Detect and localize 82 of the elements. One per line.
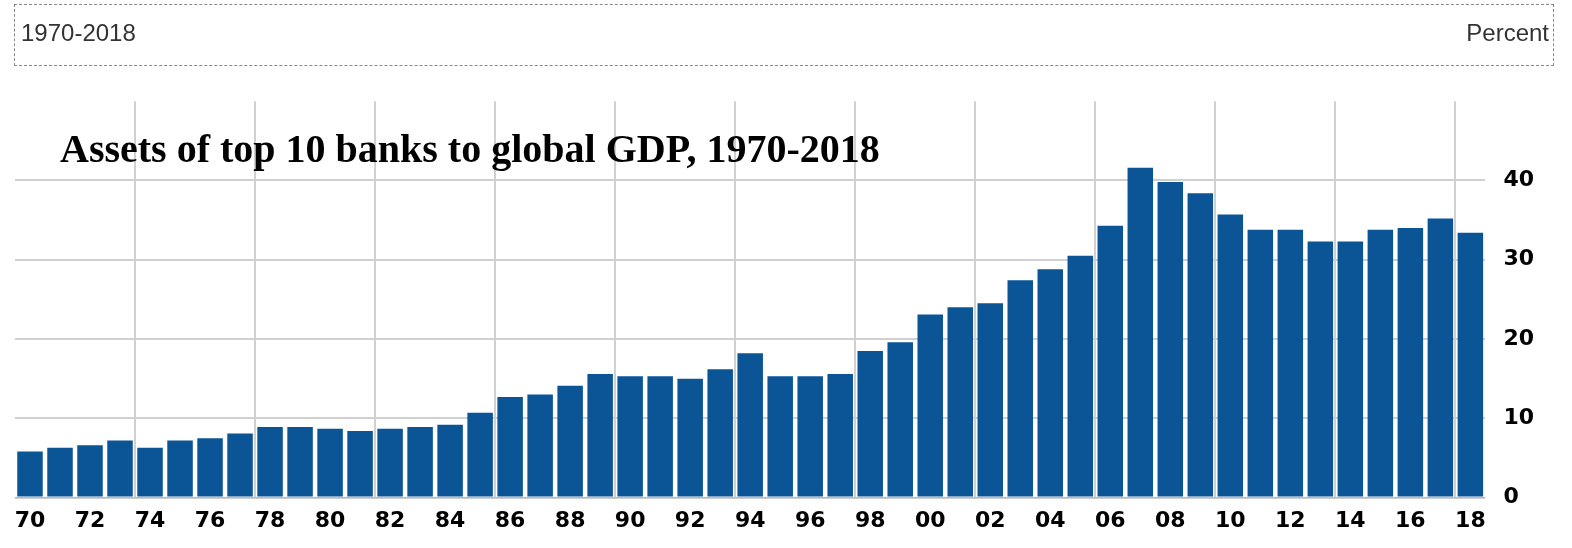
bar	[1097, 225, 1124, 497]
bar	[167, 440, 193, 497]
x-tick-label: 84	[434, 506, 466, 532]
bar	[137, 447, 163, 497]
bar	[977, 303, 1004, 497]
y-tick-label: 0	[1503, 483, 1519, 509]
bar	[467, 412, 493, 497]
x-tick-label: 72	[74, 506, 106, 532]
bar	[347, 431, 373, 497]
x-tick-label: 00	[914, 506, 946, 532]
bar	[47, 447, 73, 497]
bar	[1157, 182, 1184, 497]
bar	[1127, 167, 1154, 497]
bar	[287, 427, 313, 497]
bar	[707, 369, 733, 497]
x-tick-label: 02	[974, 506, 1006, 532]
bar	[587, 373, 613, 497]
bar	[377, 428, 403, 497]
bar	[947, 307, 973, 497]
bar	[1037, 269, 1064, 497]
bar	[257, 427, 283, 497]
x-tick-label: 88	[554, 506, 586, 532]
bar	[1427, 218, 1454, 497]
text: Percent	[1466, 19, 1549, 47]
y-tick-label: 10	[1503, 404, 1535, 430]
bar	[1247, 229, 1274, 497]
bar	[227, 433, 253, 497]
bar	[317, 428, 343, 497]
x-tick-label: 10	[1215, 506, 1246, 532]
x-tick-label: 86	[494, 506, 526, 532]
bar	[827, 373, 853, 497]
x-tick-label: 78	[254, 506, 286, 532]
bar	[527, 394, 553, 497]
bar	[407, 427, 433, 497]
bar	[677, 378, 703, 497]
bar	[737, 353, 763, 497]
x-tick-label: 06	[1094, 506, 1126, 532]
x-tick-label: 90	[614, 506, 646, 532]
bar	[647, 376, 673, 497]
x-tick-label: 94	[734, 506, 766, 532]
x-tick-label: 92	[674, 506, 706, 532]
bar	[1307, 241, 1334, 497]
x-tick-label: 76	[194, 506, 226, 532]
bar	[557, 385, 583, 497]
bar	[1007, 280, 1034, 497]
text: 1970-2018	[21, 19, 136, 47]
y-tick-label: 40	[1503, 166, 1535, 192]
bar	[1217, 214, 1244, 497]
bar	[1367, 229, 1394, 497]
bar	[797, 376, 823, 497]
bar	[1457, 232, 1484, 497]
bar	[617, 376, 643, 497]
x-tick-label: 70	[14, 506, 46, 532]
x-tick-label: 18	[1455, 506, 1486, 532]
x-tick-label: 98	[854, 506, 886, 532]
bar	[917, 314, 943, 497]
x-tick-label: 12	[1275, 506, 1306, 532]
bar	[437, 424, 463, 497]
x-tick-label: 96	[794, 506, 826, 532]
bar	[1277, 229, 1304, 497]
bar	[1187, 193, 1214, 497]
bar	[1067, 255, 1094, 497]
x-tick-label: 80	[314, 506, 346, 532]
bar	[887, 342, 913, 497]
x-tick-label: 14	[1335, 506, 1366, 532]
x-tick-label: 74	[134, 506, 166, 532]
text: Assets of top 10 banks to global GDP, 1970-2018	[60, 125, 880, 171]
y-tick-label: 20	[1503, 324, 1535, 350]
y-tick-label: 30	[1503, 245, 1535, 271]
bar	[1337, 241, 1364, 497]
bar	[497, 396, 523, 497]
bar	[17, 451, 43, 497]
bar	[107, 440, 133, 497]
x-tick-label: 16	[1395, 506, 1426, 532]
bar	[197, 438, 223, 497]
bar	[767, 376, 793, 497]
bar	[857, 350, 883, 497]
x-tick-label: 08	[1154, 506, 1186, 532]
x-tick-label: 82	[374, 506, 406, 532]
bar	[1397, 228, 1424, 497]
x-tick-label: 04	[1034, 506, 1066, 532]
bar	[77, 445, 103, 497]
